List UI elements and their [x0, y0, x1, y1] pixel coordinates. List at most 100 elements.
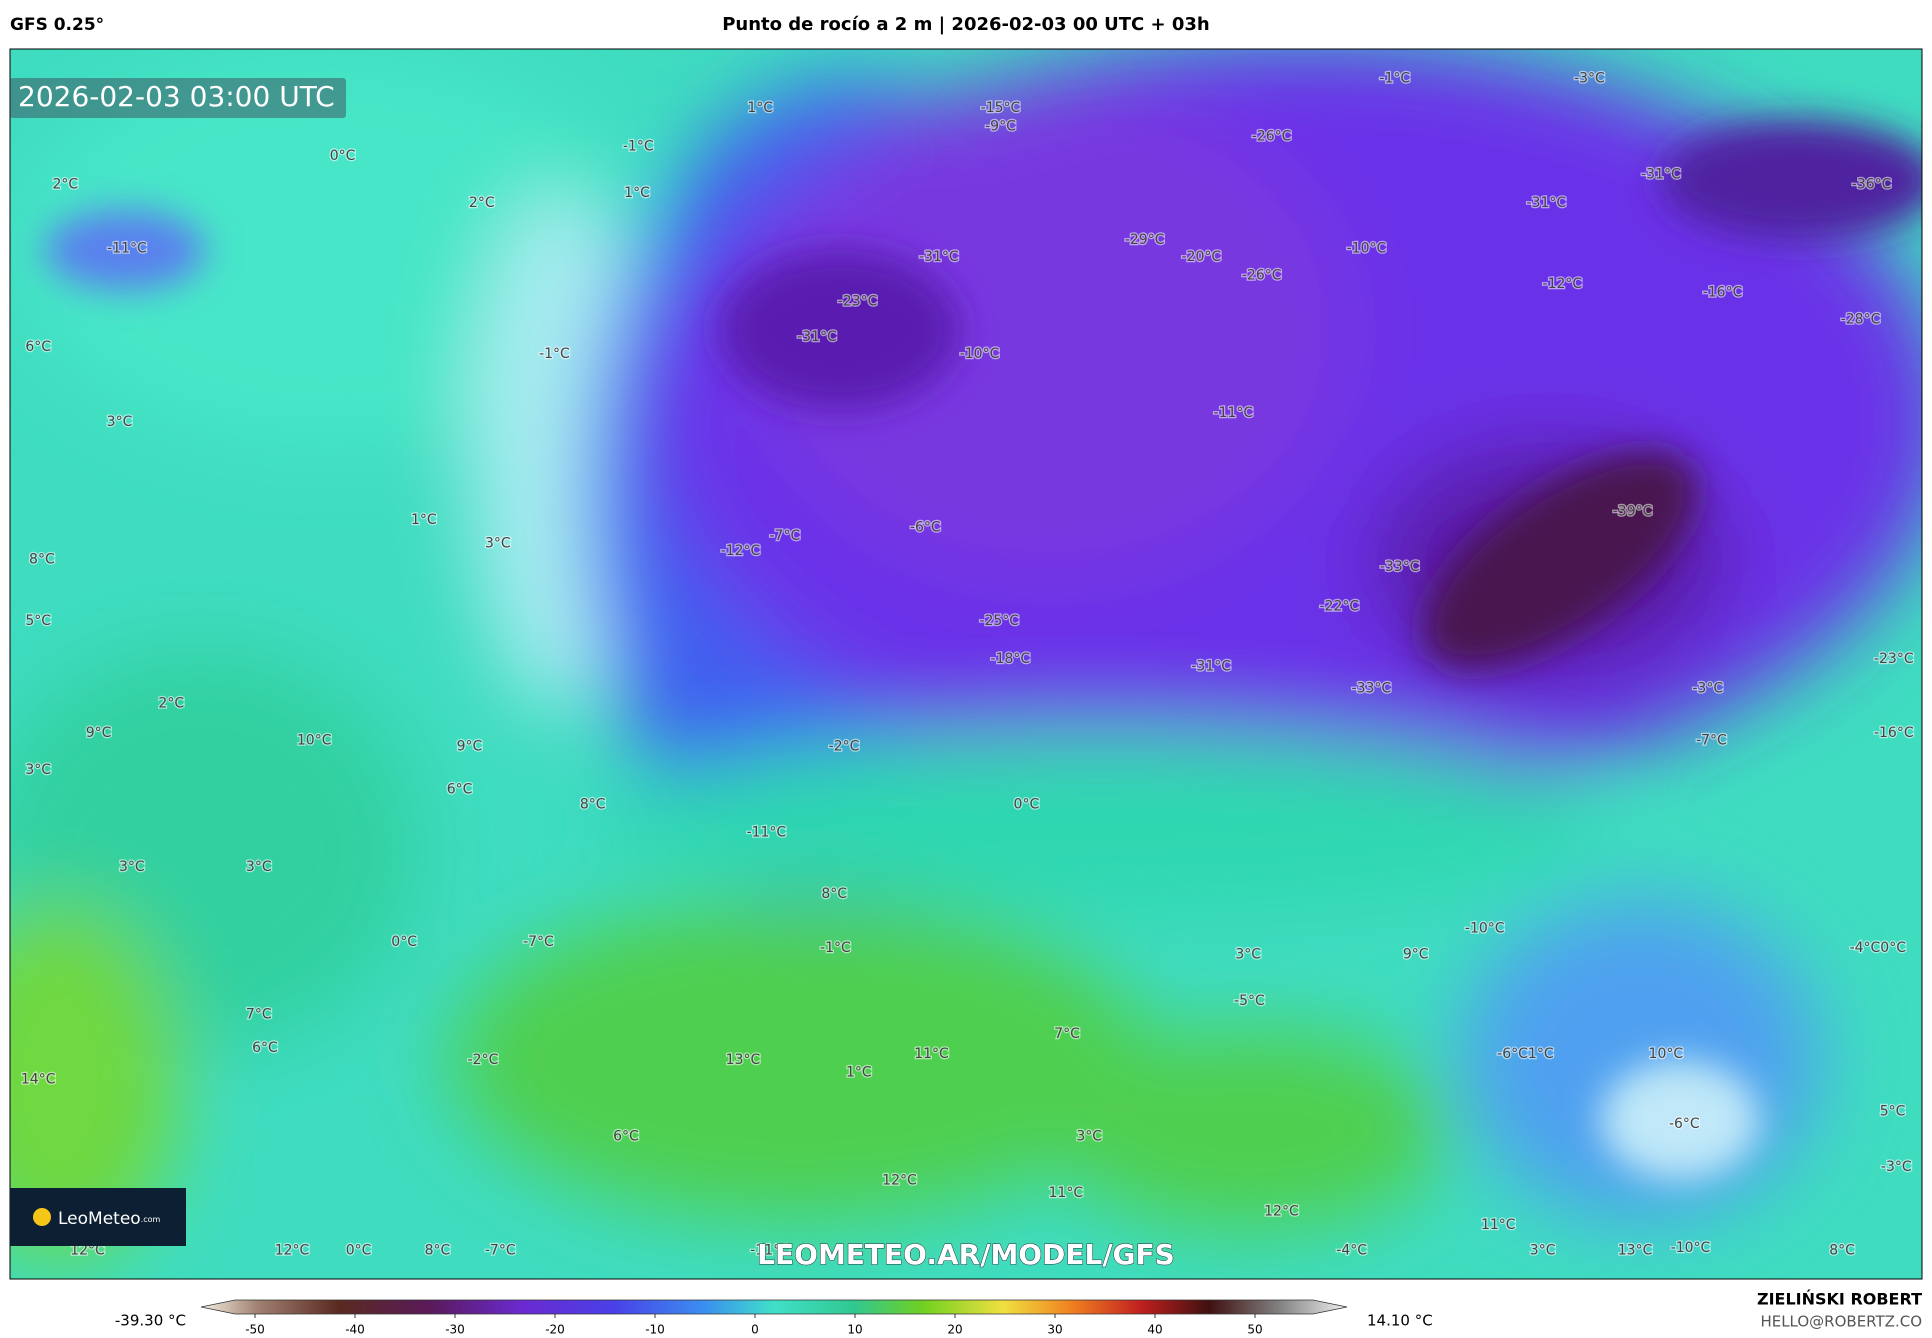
- title: Punto de rocío a 2 m | 2026-02-03 00 UTC…: [722, 14, 1210, 35]
- colorbar-min: -39.30 °C: [115, 1312, 186, 1330]
- temperature-label: 3°C: [1530, 1243, 1556, 1259]
- temperature-label: 5°C: [1880, 1104, 1906, 1120]
- temperature-label: -28°C: [1841, 312, 1881, 328]
- temperature-label: 1°C: [411, 512, 437, 528]
- temperature-label: -16°C: [1874, 725, 1914, 741]
- colorbar-tick-label: 50: [1247, 1323, 1262, 1337]
- temperature-label: -26°C: [1242, 267, 1282, 283]
- temperature-label: 12°C: [1264, 1203, 1299, 1219]
- temperature-label: -4°C: [1336, 1243, 1367, 1259]
- temperature-label: -26°C: [1252, 129, 1292, 145]
- temperature-label: -33°C: [1352, 681, 1392, 697]
- temperature-label: 3°C: [1235, 946, 1261, 962]
- temperature-label: -23°C: [838, 293, 878, 309]
- temperature-label: -1°C: [623, 138, 654, 154]
- temperature-label: -33°C: [1380, 559, 1420, 575]
- temperature-label: -7°C: [523, 934, 554, 950]
- logo-sun: [33, 1208, 51, 1226]
- temperature-label: -3°C: [1574, 71, 1605, 87]
- temperature-label: 8°C: [580, 796, 606, 812]
- temperature-label: -10°C: [1671, 1240, 1711, 1256]
- temperature-label: 5°C: [25, 613, 51, 629]
- temperature-label: -15°C: [981, 100, 1021, 116]
- temperature-label: -31°C: [919, 249, 959, 265]
- temperature-label: 3°C: [246, 859, 272, 875]
- temperature-label: -39°C: [1613, 504, 1653, 520]
- temperature-label: 11°C: [914, 1046, 949, 1062]
- temperature-label: -1°C: [1379, 71, 1410, 87]
- temperature-label: 9°C: [86, 725, 112, 741]
- temperature-label: -22°C: [1320, 598, 1360, 614]
- temperature-label: 9°C: [457, 738, 483, 754]
- temperature-label: 3°C: [107, 414, 133, 430]
- temperature-label: -18°C: [991, 651, 1031, 667]
- temperature-label: -16°C: [1703, 285, 1743, 301]
- author: ZIELIŃSKI ROBERT: [1757, 1290, 1922, 1309]
- temperature-label: -10°C: [1347, 240, 1387, 256]
- temperature-label: 13°C: [726, 1052, 761, 1068]
- temperature-label: 3°C: [485, 536, 511, 552]
- temperature-label: 3°C: [119, 859, 145, 875]
- temperature-label: -20°C: [1182, 249, 1222, 265]
- colorbar-ticks: -50 -40 -30 -20 -10 0 10 20 30 40 50: [245, 1314, 1263, 1337]
- temperature-label: -31°C: [1641, 167, 1681, 183]
- temperature-label: 7°C: [1054, 1026, 1080, 1042]
- temperature-label: 1°C: [747, 100, 773, 116]
- temperature-label: -31°C: [797, 329, 837, 345]
- colorbar-tick-label: 0: [751, 1323, 759, 1337]
- temperature-label: 0°C: [1014, 796, 1040, 812]
- temperature-label: -31°C: [1527, 195, 1567, 211]
- temperature-label: -11°C: [1214, 405, 1254, 421]
- colorbar: [200, 1299, 1348, 1315]
- colorbar-tick-label: 40: [1147, 1323, 1162, 1337]
- temperature-label: 12°C: [70, 1243, 105, 1259]
- temperature-label: -7°C: [1696, 732, 1727, 748]
- temperature-label: -3°C: [1881, 1159, 1912, 1175]
- temperature-label: -36°C: [1852, 176, 1892, 192]
- colorbar-max: 14.10 °C: [1367, 1312, 1433, 1330]
- timestamp-box: [10, 78, 346, 118]
- temperature-label: 8°C: [425, 1243, 451, 1259]
- temperature-label: -6°C1°C: [1497, 1046, 1554, 1062]
- temperature-label: -1°C: [539, 346, 570, 362]
- temperature-label: 3°C: [25, 762, 51, 778]
- temperature-label: -12°C: [1543, 276, 1583, 292]
- temperature-label: -11°C: [747, 825, 787, 841]
- temperature-label: 8°C: [1829, 1243, 1855, 1259]
- temperature-label: -2°C: [829, 738, 860, 754]
- temperature-label: -7°C: [485, 1243, 516, 1259]
- temperature-label: 10°C: [1649, 1046, 1684, 1062]
- temperature-label: 6°C: [447, 782, 473, 798]
- temperature-label: 8°C: [821, 886, 847, 902]
- temperature-label: -4°C0°C: [1850, 940, 1907, 956]
- temperature-label: 2°C: [158, 695, 184, 711]
- temperature-label: 3°C: [1076, 1128, 1102, 1144]
- temperature-label: -1°C: [820, 940, 851, 956]
- colorbar-tick-label: -40: [345, 1323, 365, 1337]
- temperature-label: -11°C: [107, 240, 147, 256]
- colorbar-tick-label: -30: [445, 1323, 465, 1337]
- temperature-label: -10°C: [960, 346, 1000, 362]
- email: HELLO@ROBERTZ.CO: [1760, 1313, 1922, 1331]
- logo-text: LeoMeteo.com: [58, 1209, 161, 1229]
- temperature-label: -5°C: [1234, 993, 1265, 1009]
- colorbar-tick-label: -10: [645, 1323, 665, 1337]
- temperature-label: -6°C: [1669, 1116, 1700, 1132]
- temperature-label: -29°C: [1125, 232, 1165, 248]
- logo-suffix: .com: [141, 1215, 161, 1224]
- model: GFS 0.25°: [10, 15, 104, 35]
- temperature-label: -25°C: [979, 613, 1019, 629]
- temperature-label: 2°C: [469, 195, 495, 211]
- temperature-label: -7°C: [770, 528, 801, 544]
- temperature-label: -2°C: [468, 1052, 499, 1068]
- temperature-label: 11°C: [1049, 1185, 1084, 1201]
- temperature-label: -3°C: [1692, 681, 1723, 697]
- colorbar-tick-label: 30: [1047, 1323, 1062, 1337]
- colorbar-tick-label: 20: [947, 1323, 962, 1337]
- temperature-label: -23°C: [1874, 651, 1914, 667]
- temperature-label: 13°C: [1618, 1243, 1653, 1259]
- temperature-label: 6°C: [252, 1040, 278, 1056]
- temperature-label: 11°C: [1481, 1217, 1516, 1233]
- watermark: LEOMETEO.AR/MODEL/GFS: [757, 1238, 1175, 1271]
